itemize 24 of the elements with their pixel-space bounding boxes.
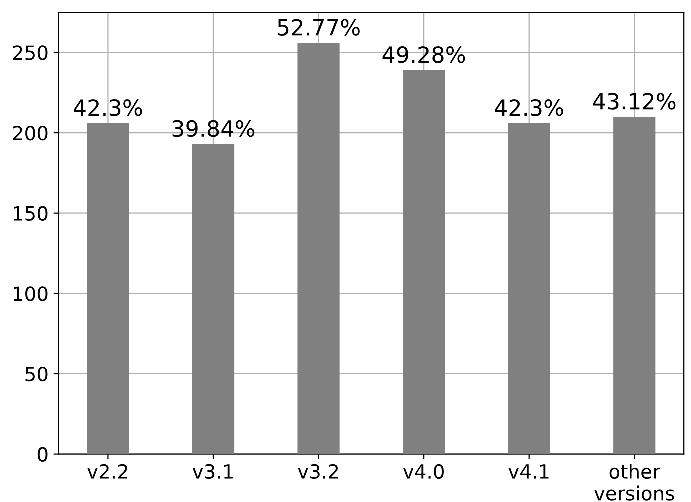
annotation: 42.3%: [495, 100, 564, 116]
bar: [298, 43, 340, 454]
x-tick-label: v3.2: [298, 464, 338, 480]
y-tick-label: 250: [13, 46, 48, 60]
bar: [402, 70, 446, 454]
bar: [614, 116, 656, 454]
annotation: 43.12%: [593, 93, 676, 110]
x-tick-label: v4.0: [403, 464, 444, 480]
annotation: 42.3%: [74, 100, 142, 116]
y-tick-label: 200: [13, 126, 48, 141]
y-tick-label: 0: [38, 447, 48, 462]
x-tick-label: v2.2: [88, 464, 128, 479]
annotation: 49.28%: [382, 46, 466, 64]
bar: [192, 144, 235, 454]
x-tick-label: other versions: [594, 464, 674, 501]
x-tick-label: v3.1: [192, 464, 233, 480]
annotation: 52.77%: [278, 19, 360, 36]
annotation: 39.84%: [172, 120, 255, 138]
x-tick-label: v4.1: [508, 464, 549, 479]
bar: [87, 123, 130, 454]
y-tick-label: 100: [14, 286, 48, 302]
bar: [508, 123, 550, 454]
y-tick-label: 50: [26, 366, 48, 382]
y-tick-label: 150: [14, 206, 48, 222]
